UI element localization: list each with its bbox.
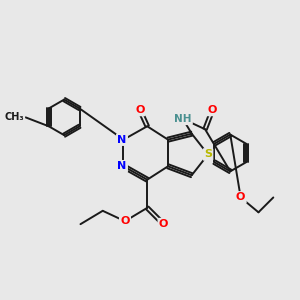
Text: CH₃: CH₃ bbox=[4, 112, 24, 122]
Text: O: O bbox=[120, 216, 130, 226]
Text: S: S bbox=[204, 149, 212, 159]
Text: O: O bbox=[236, 193, 245, 202]
Text: N: N bbox=[117, 161, 127, 171]
Text: O: O bbox=[159, 219, 168, 229]
Text: O: O bbox=[208, 105, 217, 115]
Text: NH: NH bbox=[174, 114, 192, 124]
Text: N: N bbox=[117, 135, 127, 145]
Text: O: O bbox=[135, 105, 145, 115]
